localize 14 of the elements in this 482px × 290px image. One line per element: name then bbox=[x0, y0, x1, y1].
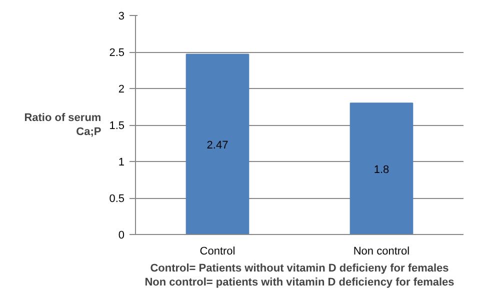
y-tick-label: 1.5 bbox=[109, 120, 125, 132]
x-tick-label: Non control bbox=[353, 246, 410, 258]
y-axis-title: Ratio of serum Ca;P bbox=[24, 112, 102, 138]
y-tick-label: 3 bbox=[118, 10, 125, 22]
y-tick-label: 0 bbox=[118, 230, 125, 242]
x-tick-label: Control bbox=[200, 246, 236, 258]
y-tick-label: 2 bbox=[118, 84, 125, 96]
y-tick-label: 2.5 bbox=[109, 47, 125, 59]
y-tick-label: 0.5 bbox=[109, 193, 125, 205]
y-tick-label: 1 bbox=[118, 156, 125, 168]
data-label: 2.47 bbox=[206, 139, 228, 152]
data-label: 1.8 bbox=[374, 164, 390, 176]
text: Non control= patients with vitamin D deficiency for females bbox=[144, 276, 454, 288]
text: Control= Patients without vitamin D deficieny for females bbox=[150, 262, 449, 274]
